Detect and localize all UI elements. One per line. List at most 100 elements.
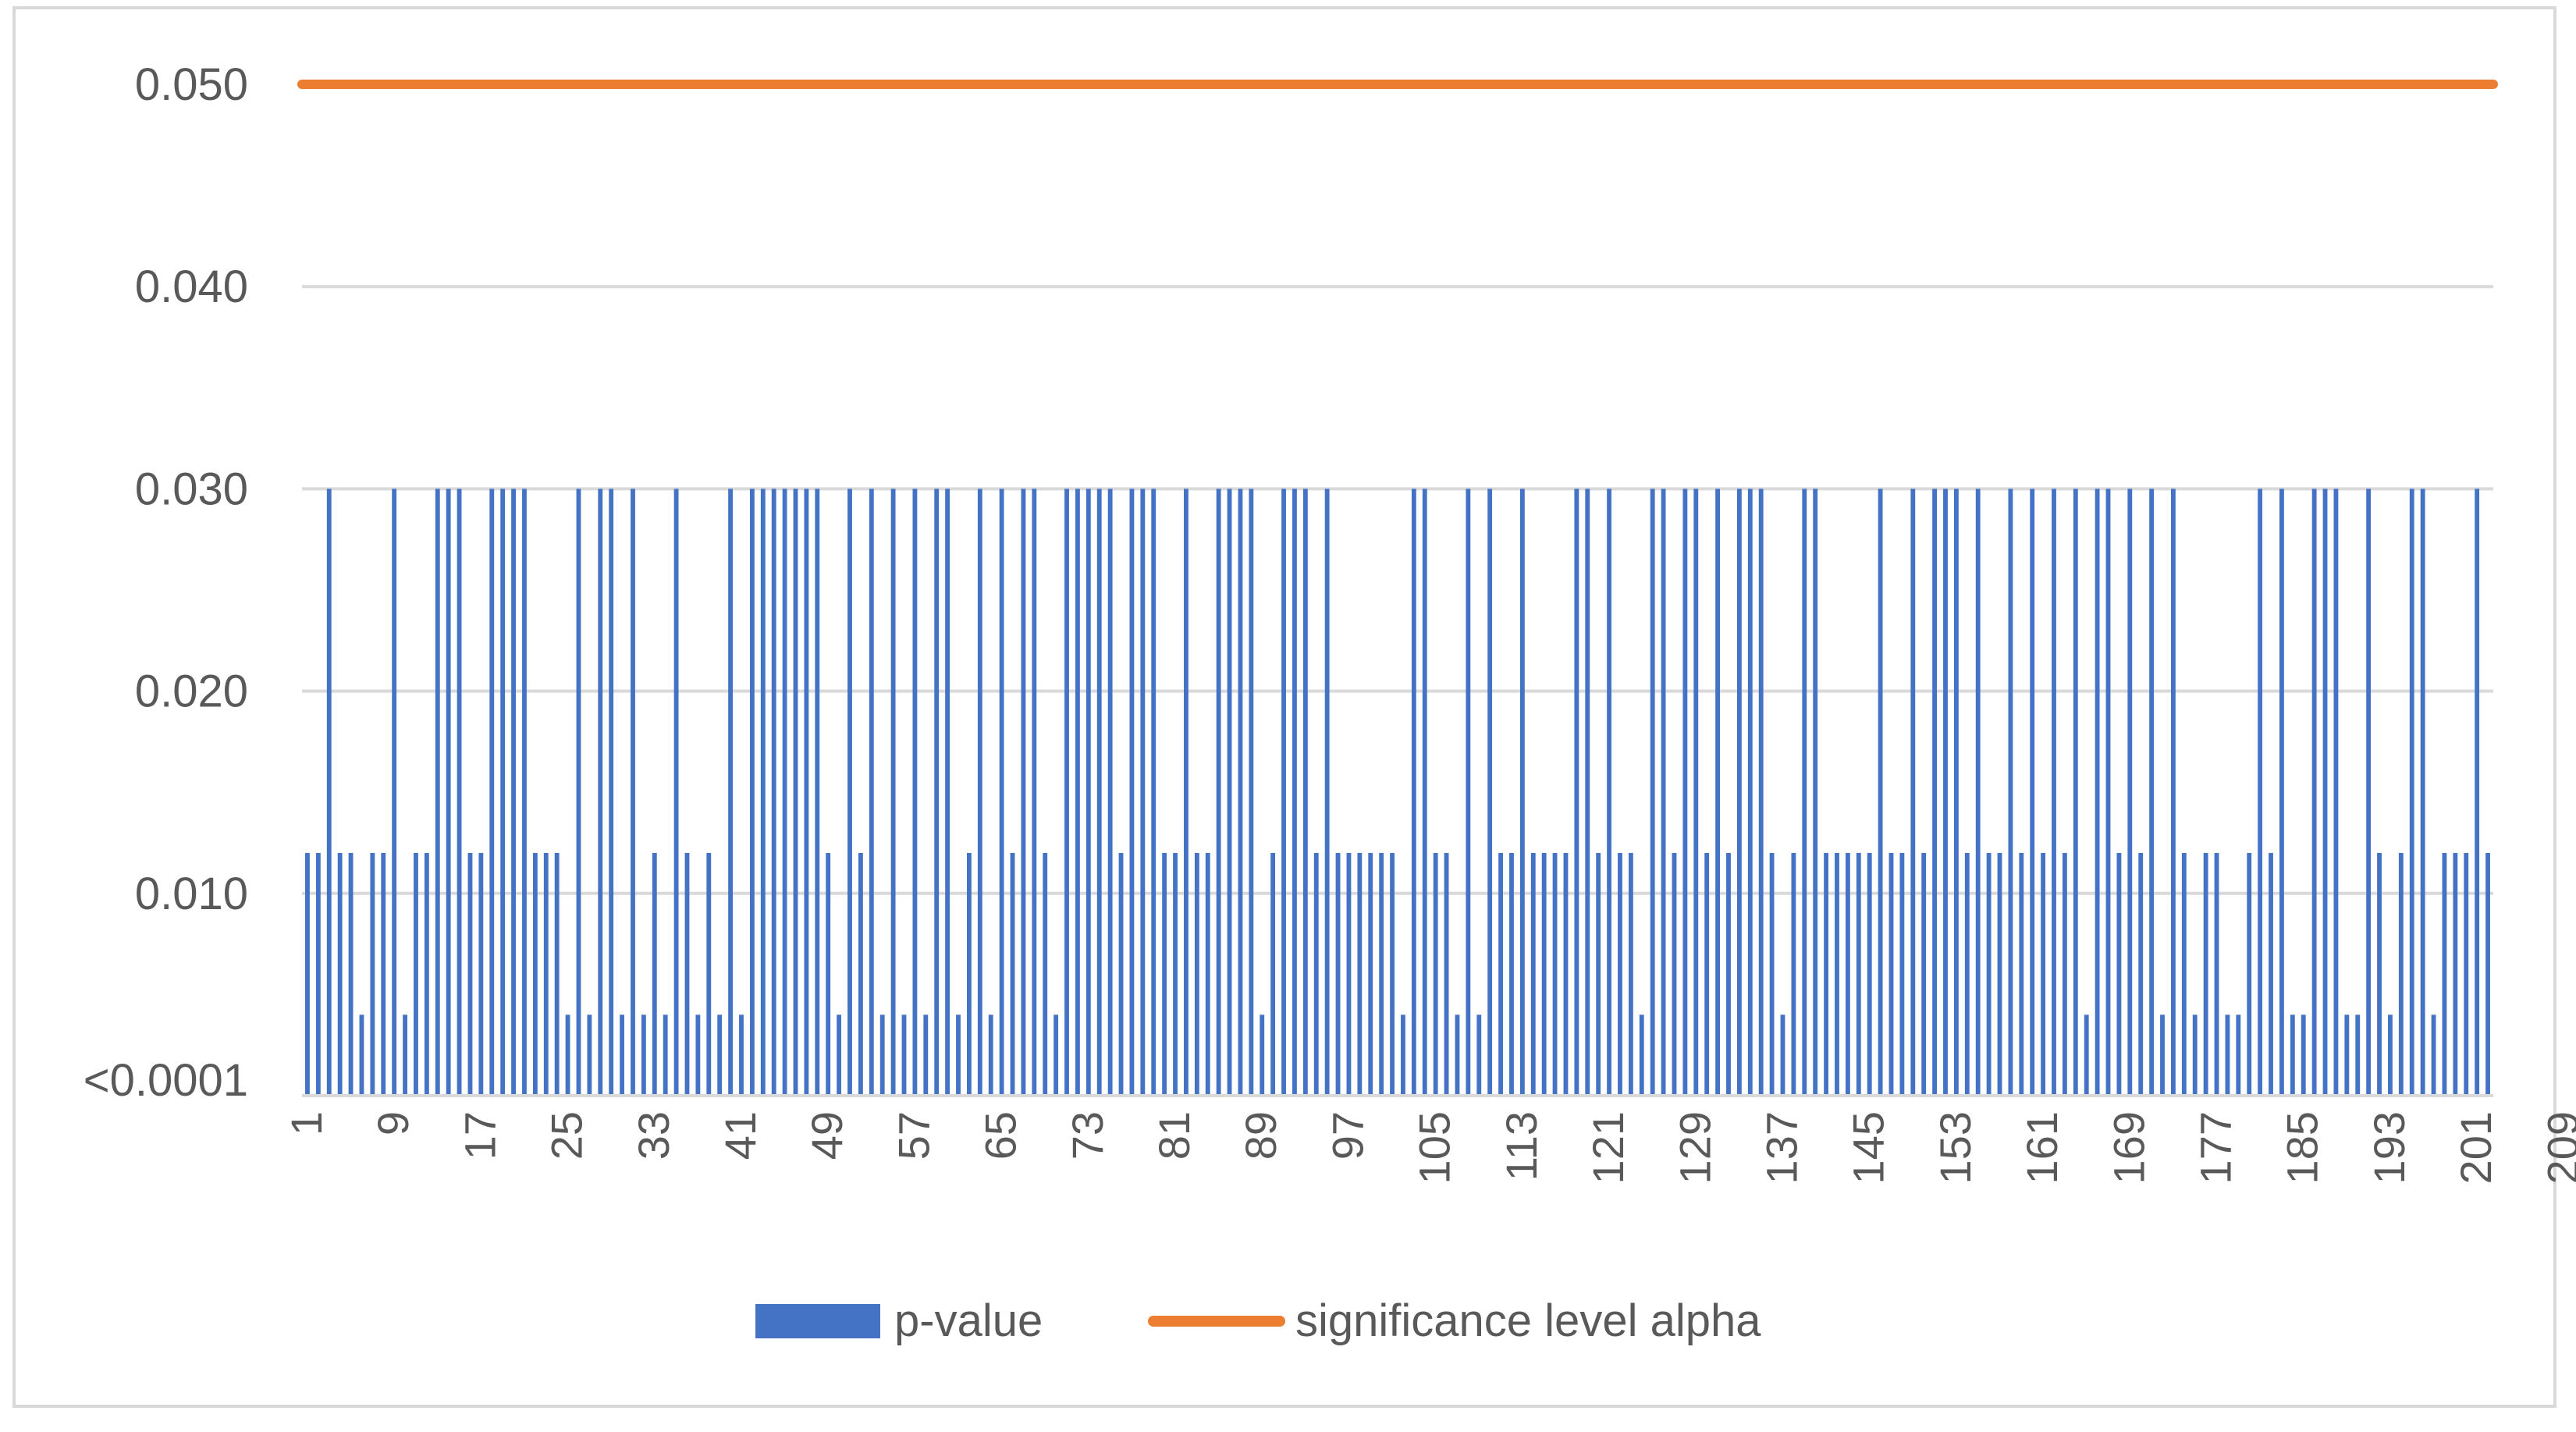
x-tick-label: 89 xyxy=(1236,1111,1285,1160)
x-tick-label: 153 xyxy=(1931,1111,1980,1184)
bar xyxy=(554,852,560,1096)
bar xyxy=(2279,489,2284,1096)
bar xyxy=(1639,1014,1644,1096)
y-tick-label: 0.020 xyxy=(135,666,248,717)
y-tick-label: 0.030 xyxy=(135,464,248,514)
bar xyxy=(2366,489,2372,1096)
bar xyxy=(977,489,982,1096)
bar xyxy=(1693,489,1699,1096)
bar xyxy=(1194,852,1199,1096)
x-tick-label: 81 xyxy=(1149,1111,1199,1160)
bar xyxy=(370,852,375,1096)
bar xyxy=(315,852,321,1096)
bar xyxy=(1162,852,1167,1096)
bar xyxy=(1975,489,1981,1096)
bar xyxy=(1824,852,1829,1096)
x-tick-label: 41 xyxy=(716,1111,765,1160)
bar xyxy=(1379,852,1384,1096)
bar xyxy=(1390,852,1395,1096)
bar xyxy=(706,852,712,1096)
bar xyxy=(2149,489,2155,1096)
bar xyxy=(2225,1014,2230,1096)
bar xyxy=(500,489,506,1096)
bar xyxy=(359,1014,364,1096)
bar xyxy=(1888,852,1894,1096)
bar xyxy=(576,489,581,1096)
bar xyxy=(2290,1014,2295,1096)
bar xyxy=(620,1014,624,1096)
bar xyxy=(1064,489,1069,1096)
bar xyxy=(446,489,451,1096)
x-tick-label: 137 xyxy=(1757,1111,1806,1184)
bar xyxy=(2398,852,2404,1096)
bar xyxy=(2247,852,2252,1096)
bar xyxy=(1964,852,1970,1096)
bar xyxy=(1021,489,1026,1096)
x-tick-label: 201 xyxy=(2451,1111,2500,1184)
x-tick-label: 113 xyxy=(1497,1111,1546,1181)
bar xyxy=(1302,489,1308,1096)
bar xyxy=(717,1014,723,1096)
bar xyxy=(1596,852,1601,1096)
x-tick-label: 65 xyxy=(976,1111,1025,1160)
bar xyxy=(956,1014,961,1096)
bar xyxy=(912,489,918,1096)
bar xyxy=(1107,489,1113,1096)
bar xyxy=(609,489,614,1096)
bar xyxy=(1585,489,1590,1096)
bar xyxy=(749,489,755,1096)
bar xyxy=(532,852,538,1096)
bar xyxy=(1650,489,1655,1096)
y-tick-label: <0.0001 xyxy=(83,1055,248,1106)
y-tick-label: 0.040 xyxy=(135,261,248,312)
bar xyxy=(1736,489,1742,1096)
x-tick-label: 145 xyxy=(1844,1111,1893,1184)
bar xyxy=(2008,489,2013,1096)
bar xyxy=(2041,852,2046,1096)
bar xyxy=(1455,1014,1460,1096)
bar xyxy=(923,1014,929,1096)
bar xyxy=(2084,1014,2089,1096)
bar xyxy=(326,489,332,1096)
bar xyxy=(1780,1014,1785,1096)
bar xyxy=(1552,852,1558,1096)
bar xyxy=(1541,852,1547,1096)
bar xyxy=(2464,852,2469,1096)
bar xyxy=(1032,489,1037,1096)
bar xyxy=(901,1014,907,1096)
bar xyxy=(1498,852,1503,1096)
bar xyxy=(1085,489,1091,1096)
bar xyxy=(1324,489,1330,1096)
bar xyxy=(2442,852,2447,1096)
x-tick-label: 169 xyxy=(2104,1111,2153,1184)
bar xyxy=(663,1014,668,1096)
bar xyxy=(1444,852,1449,1096)
x-tick-label: 97 xyxy=(1323,1111,1372,1160)
bar xyxy=(782,489,787,1096)
x-tick-label: 105 xyxy=(1410,1111,1459,1184)
bar xyxy=(2214,852,2219,1096)
bar xyxy=(2171,489,2176,1096)
x-tick-label: 9 xyxy=(368,1111,417,1135)
bar xyxy=(392,489,397,1096)
bar xyxy=(2203,852,2208,1096)
bar xyxy=(966,852,972,1096)
bar xyxy=(879,1014,885,1096)
x-tick-label: 209 xyxy=(2538,1111,2576,1184)
bar xyxy=(2377,852,2382,1096)
bar xyxy=(988,1014,993,1096)
bar xyxy=(2301,1014,2306,1096)
bar xyxy=(1661,489,1666,1096)
bar xyxy=(2181,852,2187,1096)
bar xyxy=(2095,489,2100,1096)
bar xyxy=(1411,489,1416,1096)
bar xyxy=(934,489,940,1096)
bar xyxy=(2052,489,2056,1096)
bar xyxy=(2475,489,2480,1096)
x-tick-label: 193 xyxy=(2365,1111,2414,1184)
bar xyxy=(1270,852,1276,1096)
bar xyxy=(1118,852,1124,1096)
bar xyxy=(1682,489,1688,1096)
bar xyxy=(1986,852,1992,1096)
